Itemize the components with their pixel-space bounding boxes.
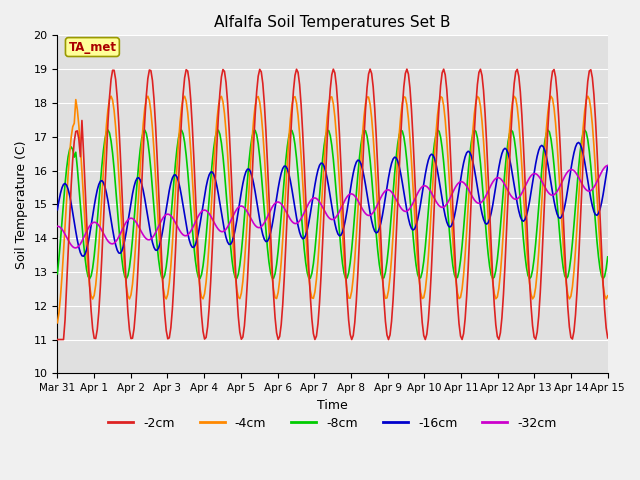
Title: Alfalfa Soil Temperatures Set B: Alfalfa Soil Temperatures Set B — [214, 15, 451, 30]
Y-axis label: Soil Temperature (C): Soil Temperature (C) — [15, 140, 28, 269]
X-axis label: Time: Time — [317, 398, 348, 412]
Text: TA_met: TA_met — [68, 40, 116, 54]
Legend: -2cm, -4cm, -8cm, -16cm, -32cm: -2cm, -4cm, -8cm, -16cm, -32cm — [103, 412, 562, 435]
